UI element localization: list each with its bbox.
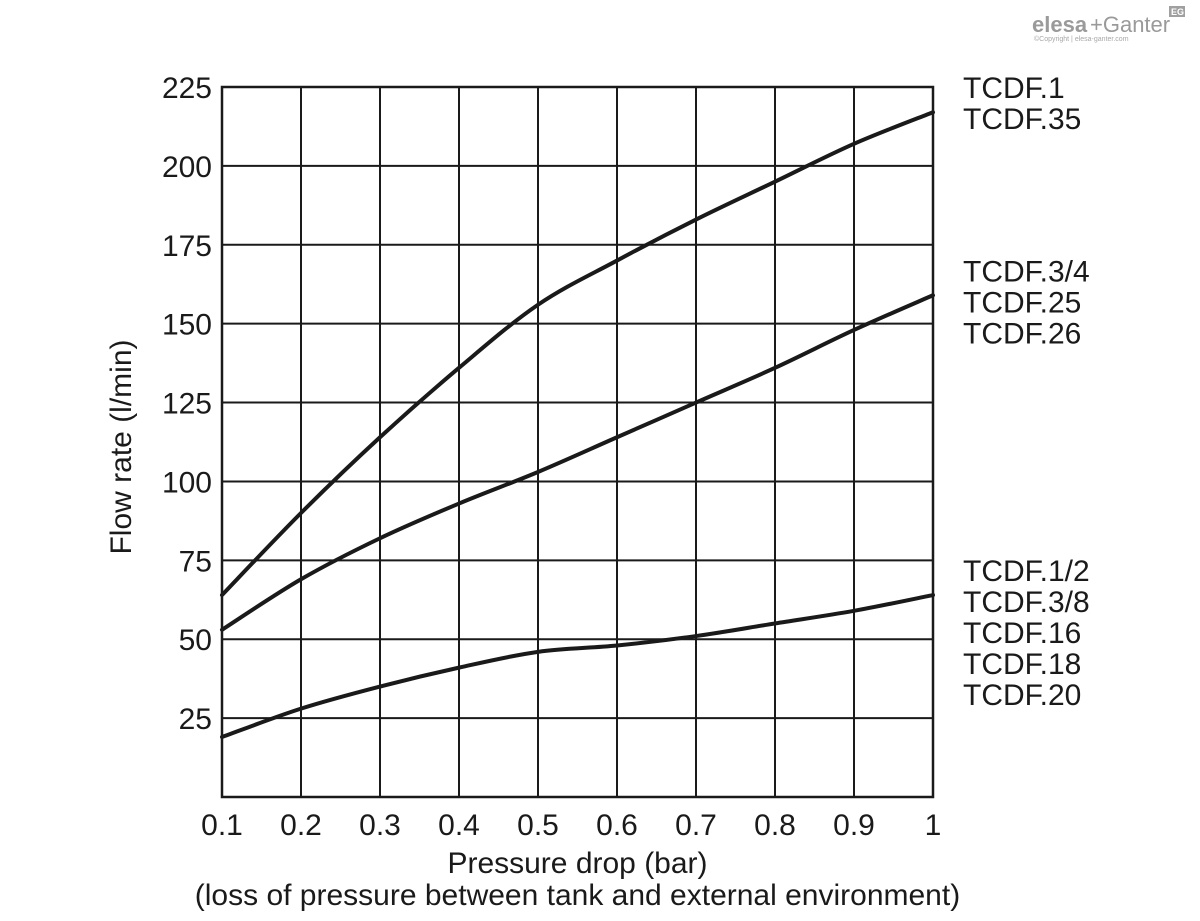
curves [220, 110, 935, 740]
legend-entry: TCDF.20 [963, 679, 1081, 712]
x-tick-label: 0.8 [754, 809, 796, 842]
grid [221, 86, 934, 797]
brand-badge-bg [1169, 6, 1185, 17]
x-tick-label: 0.1 [201, 809, 243, 842]
legend-entry: TCDF.35 [963, 103, 1081, 136]
y-tick-label: 75 [179, 545, 212, 578]
legend-entry: TCDF.1/2 [963, 555, 1090, 588]
x-tick-label: 0.6 [596, 809, 638, 842]
brand-name-bold: elesa [1032, 12, 1088, 37]
brand-name-rest: +Ganter [1090, 12, 1170, 37]
y-tick-label: 225 [162, 72, 212, 105]
y-tick-label: 125 [162, 388, 212, 421]
y-tick-label: 25 [179, 703, 212, 736]
series-line-1 [220, 110, 935, 598]
y-tick-labels: 25 50 75 100 125 150 175 200 225 [162, 72, 212, 736]
x-tick-labels: 0.1 0.2 0.3 0.4 0.5 0.6 0.7 0.8 0.9 1 [201, 809, 941, 842]
legend-entry: TCDF.3/8 [963, 586, 1090, 619]
brand-badge: EG [1171, 7, 1184, 17]
legend-entry: TCDF.3/4 [963, 255, 1090, 288]
y-tick-label: 50 [179, 624, 212, 657]
brand-copyright: ©Copyright | elesa-ganter.com [1034, 35, 1129, 43]
x-tick-label: 0.2 [280, 809, 322, 842]
series-line-3 [220, 593, 935, 740]
legend-entry: TCDF.18 [963, 648, 1081, 681]
legend-entry: TCDF.16 [963, 617, 1081, 650]
x-tick-label: 0.4 [438, 809, 480, 842]
x-tick-label: 1 [925, 809, 942, 842]
y-tick-label: 150 [162, 309, 212, 342]
x-tick-label: 0.7 [675, 809, 717, 842]
brand-logo: elesa +Ganter EG ©Copyright | elesa-gant… [1032, 6, 1185, 43]
y-tick-label: 200 [162, 151, 212, 184]
legend-entry: TCDF.1 [963, 72, 1065, 105]
x-axis-note: (loss of pressure between tank and exter… [195, 879, 960, 912]
x-tick-label: 0.3 [359, 809, 401, 842]
series-line-2 [220, 293, 935, 632]
x-axis-title: Pressure drop (bar) [447, 847, 707, 880]
y-tick-label: 175 [162, 230, 212, 263]
y-axis-title: Flow rate (l/min) [105, 339, 138, 554]
legend-entry: TCDF.26 [963, 317, 1081, 350]
plot-frame [220, 85, 935, 799]
x-tick-label: 0.9 [833, 809, 875, 842]
x-tick-label: 0.5 [517, 809, 559, 842]
y-tick-label: 100 [162, 466, 212, 499]
legend-entry: TCDF.25 [963, 286, 1081, 319]
